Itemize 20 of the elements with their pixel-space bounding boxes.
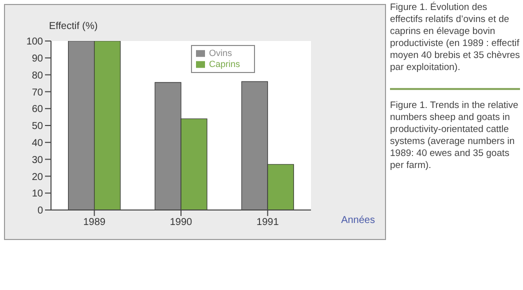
y-tick-label: 80 [32,70,44,82]
legend-label: Ovins [208,48,232,58]
caption: Figure 1. Trends in the relative numbers sheep and goats in productivity-orientated cattle systems (average numbers in 1989: 40 ewes and 35 goats per farm). [390,88,520,172]
y-tick-label: 20 [32,172,44,183]
y-tick-label: 60 [32,104,44,116]
y-tick-label: 50 [32,121,44,132]
x-tick-label: 1991 [256,217,280,228]
y-axis-title: Effectif (%) [49,21,98,32]
y-tick-label: 0 [37,206,44,217]
y-tick-label: 100 [26,36,44,48]
x-tick-label: 1989 [83,217,106,228]
caption: Figure 1. Évolution des effectifs relatifs d’ovins et de caprins en élevage bovin productiviste (en 1989 : effectif moyen 40 brebis et 35 chèvres par exploitation). [390,2,520,74]
y-tick-label: 30 [32,154,44,166]
y-tick-label: 40 [32,138,44,149]
y-tick-label: 90 [32,53,44,64]
y-tick-label: 70 [32,87,44,98]
x-tick-label: 1990 [170,217,193,228]
legend-label: Caprins [208,59,240,69]
x-axis-title: Années [341,215,375,226]
y-tick-label: 10 [32,188,44,200]
